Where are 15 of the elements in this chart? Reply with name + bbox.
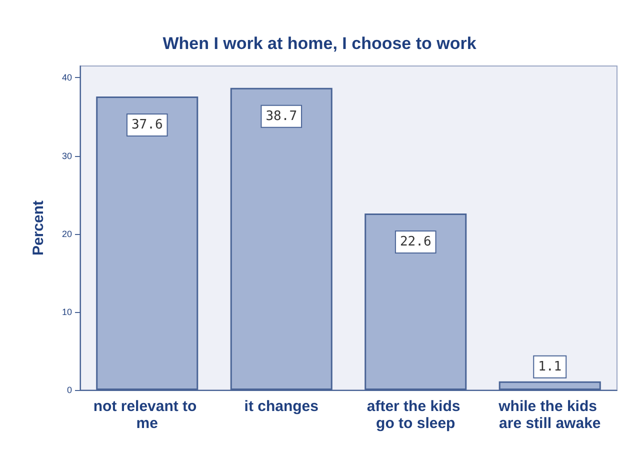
y-tick-label: 40 xyxy=(62,72,72,83)
y-tick-label: 0 xyxy=(66,385,72,395)
data-label: 37.6 xyxy=(131,117,163,132)
y-tick-label: 10 xyxy=(62,306,72,317)
x-tick-label: it changes xyxy=(244,398,318,415)
y-tick-label: 20 xyxy=(62,228,72,239)
x-tick-label: after the kids go to sleep xyxy=(366,398,464,432)
x-tick-label: while the kids are still awake xyxy=(498,398,602,432)
y-axis-title: Percent xyxy=(30,200,47,256)
chart-title: When I work at home, I choose to work xyxy=(162,34,477,53)
x-tick-label: not relevant to me xyxy=(93,398,201,432)
y-tick-label: 30 xyxy=(62,150,72,161)
data-label: 38.7 xyxy=(266,108,298,124)
data-label: 22.6 xyxy=(400,234,432,250)
data-label: 1.1 xyxy=(538,359,562,374)
